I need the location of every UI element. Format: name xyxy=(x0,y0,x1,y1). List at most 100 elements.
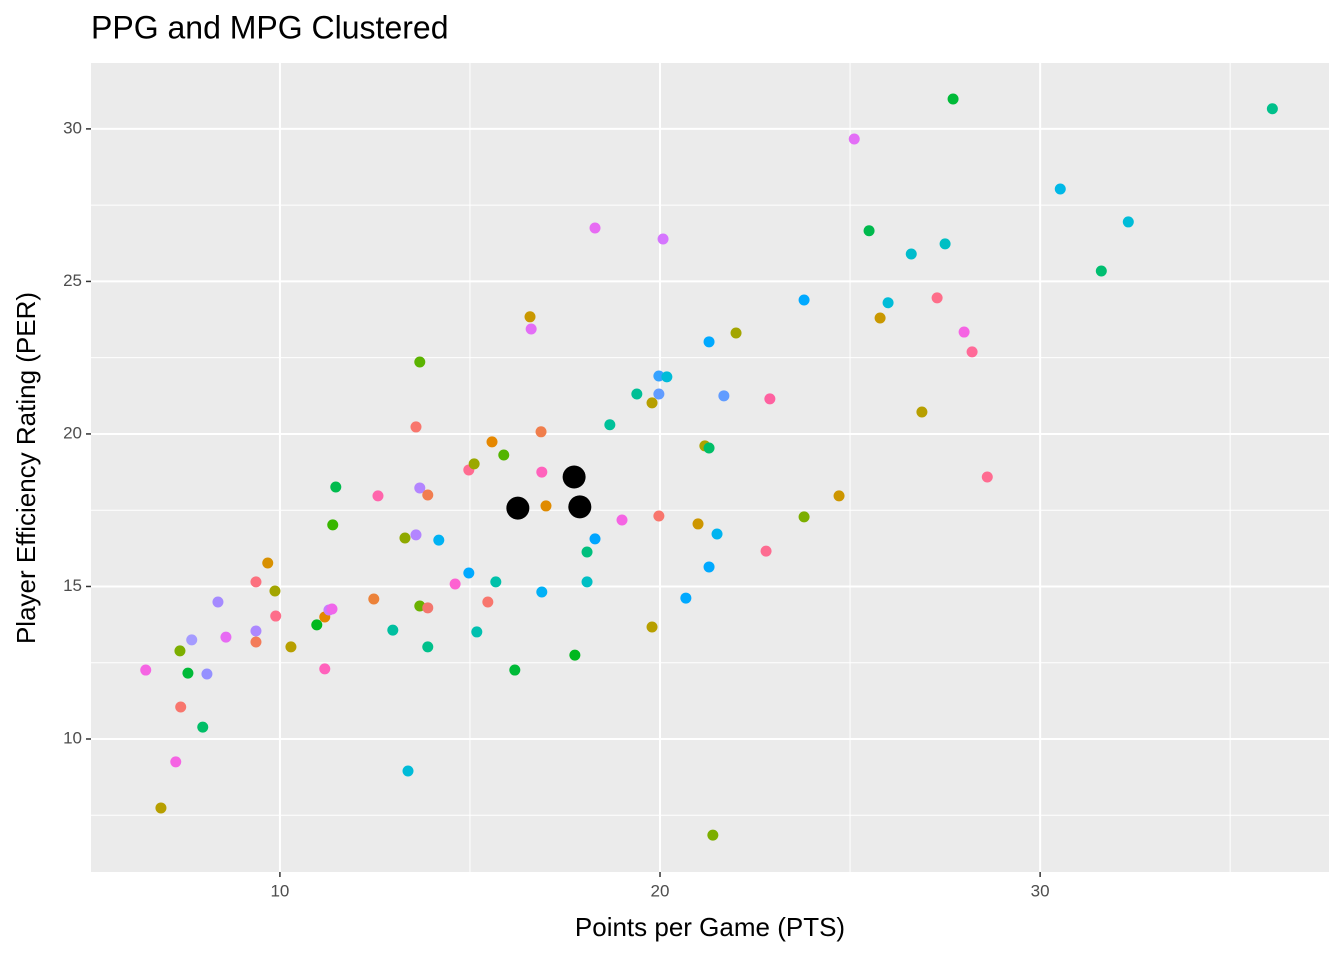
point xyxy=(1266,103,1278,115)
point xyxy=(536,586,548,598)
point xyxy=(201,668,213,680)
point xyxy=(250,576,262,588)
point xyxy=(882,297,894,309)
point xyxy=(589,533,601,545)
point xyxy=(798,294,810,306)
point xyxy=(422,489,434,501)
point xyxy=(197,721,209,733)
point xyxy=(616,514,628,526)
point xyxy=(524,311,536,323)
point xyxy=(966,346,978,358)
point xyxy=(399,532,411,544)
point xyxy=(848,133,860,145)
point xyxy=(568,495,592,519)
point xyxy=(958,326,970,338)
point xyxy=(905,248,917,260)
point xyxy=(540,500,552,512)
y-tick-label: 20 xyxy=(63,423,82,442)
point xyxy=(535,426,547,438)
point xyxy=(449,578,461,590)
y-tick-label: 10 xyxy=(63,728,82,747)
point xyxy=(387,624,399,636)
point xyxy=(562,465,586,489)
point xyxy=(262,557,274,569)
point xyxy=(1054,183,1066,195)
point xyxy=(269,585,281,597)
point xyxy=(414,356,426,368)
point xyxy=(692,518,704,530)
point xyxy=(250,636,262,648)
point xyxy=(981,471,993,483)
point xyxy=(863,225,875,237)
point xyxy=(703,561,715,573)
point xyxy=(140,664,152,676)
point xyxy=(833,490,845,502)
point xyxy=(422,641,434,653)
point xyxy=(285,641,297,653)
point xyxy=(646,397,658,409)
point xyxy=(182,667,194,679)
point xyxy=(410,421,422,433)
point xyxy=(764,393,776,405)
point xyxy=(509,664,521,676)
point xyxy=(581,546,593,558)
y-tick-label: 15 xyxy=(63,576,82,595)
point xyxy=(402,765,414,777)
point xyxy=(604,419,616,431)
point xyxy=(482,596,494,608)
point xyxy=(220,631,232,643)
point xyxy=(653,370,665,382)
point xyxy=(506,496,530,520)
point xyxy=(468,458,480,470)
point xyxy=(525,323,537,335)
x-axis-title: Points per Game (PTS) xyxy=(575,912,845,942)
y-axis-title: Player Efficiency Rating (PER) xyxy=(11,292,41,644)
point xyxy=(931,292,943,304)
x-tick-label: 10 xyxy=(270,881,289,900)
point xyxy=(581,576,593,588)
point xyxy=(368,593,380,605)
point xyxy=(1095,265,1107,277)
point xyxy=(330,481,342,493)
point xyxy=(1122,216,1134,228)
x-tick-label: 30 xyxy=(1031,881,1050,900)
point xyxy=(916,406,928,418)
point xyxy=(631,388,643,400)
point xyxy=(270,610,282,622)
point xyxy=(653,388,665,400)
point xyxy=(711,528,723,540)
point xyxy=(730,327,742,339)
x-tick-label: 20 xyxy=(651,881,670,900)
point xyxy=(589,222,601,234)
point xyxy=(372,490,384,502)
point xyxy=(718,390,730,402)
y-tick-label: 30 xyxy=(63,118,82,137)
point xyxy=(707,829,719,841)
point xyxy=(798,511,810,523)
plot-background xyxy=(91,63,1329,872)
point xyxy=(680,592,692,604)
point xyxy=(471,626,483,638)
point xyxy=(657,233,669,245)
point xyxy=(327,519,339,531)
point xyxy=(569,649,581,661)
point xyxy=(311,619,323,631)
point xyxy=(319,663,331,675)
point xyxy=(410,529,422,541)
point xyxy=(490,576,502,588)
point xyxy=(326,603,338,615)
point xyxy=(874,312,886,324)
point xyxy=(760,545,772,557)
point xyxy=(186,634,198,646)
point xyxy=(536,466,548,478)
chart-title: PPG and MPG Clustered xyxy=(91,9,448,45)
point xyxy=(703,442,715,454)
point xyxy=(175,701,187,713)
point xyxy=(498,449,510,461)
point xyxy=(250,625,262,637)
point xyxy=(174,645,186,657)
point xyxy=(422,602,434,614)
point xyxy=(433,534,445,546)
point xyxy=(486,436,498,448)
